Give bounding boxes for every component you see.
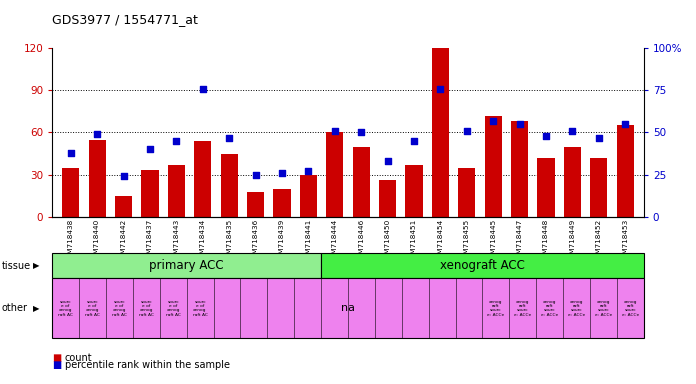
Point [541,133,552,139]
Bar [537,158,555,217]
Point [593,134,604,141]
Text: ▶: ▶ [33,304,40,313]
Bar [115,196,132,217]
Text: na: na [341,303,355,313]
Text: xenog
raft
sourc
e: ACCe: xenog raft sourc e: ACCe [595,300,612,317]
Bar [432,48,449,217]
Point [514,121,525,127]
Bar [194,141,212,217]
Bar [247,192,264,217]
Bar [62,168,79,217]
Text: ■: ■ [52,353,61,363]
Text: xenog
raft
sourc
e: ACCe: xenog raft sourc e: ACCe [514,300,532,317]
Text: sourc
e of
xenog
raft AC: sourc e of xenog raft AC [58,300,73,317]
Point [435,86,446,92]
Text: tissue: tissue [1,261,31,271]
Point [382,158,393,164]
Point [409,138,420,144]
Bar [300,175,317,217]
Text: xenog
raft
sourc
e: ACCe: xenog raft sourc e: ACCe [568,300,585,317]
Point [223,134,235,141]
Text: xenog
raft
sourc
e: ACCe: xenog raft sourc e: ACCe [487,300,505,317]
Text: sourc
e of
xenog
raft AC: sourc e of xenog raft AC [166,300,181,317]
Point [276,170,287,176]
Point [197,86,208,92]
Point [356,129,367,136]
Text: GDS3977 / 1554771_at: GDS3977 / 1554771_at [52,13,198,26]
Bar [406,165,422,217]
Point [488,118,499,124]
Bar [484,116,502,217]
Point [250,172,261,178]
Bar [141,170,159,217]
Bar [590,158,608,217]
Point [65,150,77,156]
Text: sourc
e of
xenog
raft AC: sourc e of xenog raft AC [139,300,154,317]
Text: xenograft ACC: xenograft ACC [440,260,525,272]
Text: primary ACC: primary ACC [150,260,224,272]
Bar [274,189,290,217]
Point [329,128,340,134]
Text: xenog
raft
sourc
e: ACCe: xenog raft sourc e: ACCe [622,300,639,317]
Bar [353,147,370,217]
Text: sourc
e of
xenog
raft AC: sourc e of xenog raft AC [112,300,127,317]
Text: ■: ■ [52,360,61,370]
Text: xenog
raft
sourc
e: ACCe: xenog raft sourc e: ACCe [541,300,558,317]
Bar [379,180,396,217]
Point [567,128,578,134]
Text: sourc
e of
xenog
raft AC: sourc e of xenog raft AC [193,300,207,317]
Text: percentile rank within the sample: percentile rank within the sample [65,360,230,370]
Text: count: count [65,353,93,363]
Text: ▶: ▶ [33,262,40,270]
Point [303,168,314,174]
Bar [326,132,343,217]
Text: other: other [1,303,27,313]
Point [118,173,129,179]
Point [92,131,103,137]
Bar [564,147,581,217]
Bar [168,165,185,217]
Text: sourc
e of
xenog
raft AC: sourc e of xenog raft AC [85,300,100,317]
Bar [88,139,106,217]
Point [144,146,155,152]
Bar [221,154,238,217]
Point [171,138,182,144]
Bar [458,168,475,217]
Point [619,121,631,127]
Point [461,128,473,134]
Bar [617,126,634,217]
Bar [511,121,528,217]
